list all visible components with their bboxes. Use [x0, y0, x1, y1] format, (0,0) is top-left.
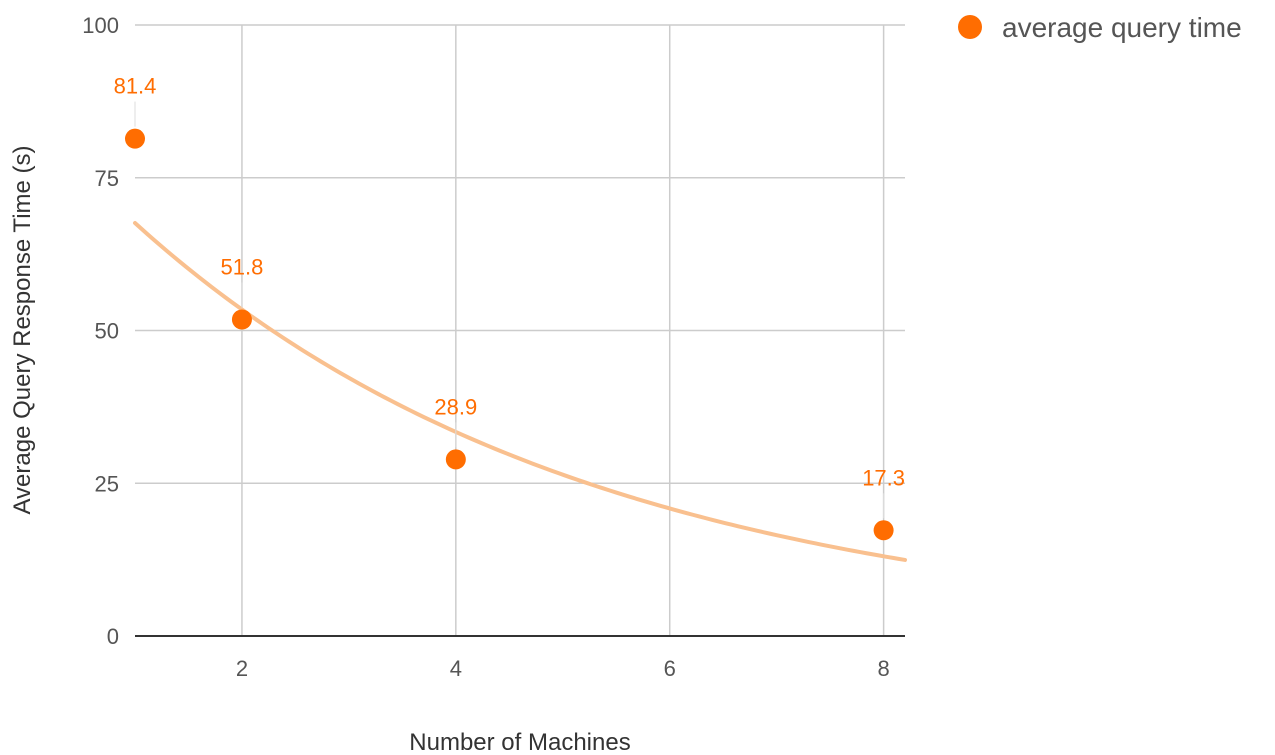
- data-label: 17.3: [862, 465, 905, 490]
- x-tick-label: 6: [664, 656, 676, 681]
- data-point: [125, 128, 145, 149]
- series-points: [125, 128, 894, 541]
- y-axis-title: Average Query Response Time (s): [9, 145, 36, 514]
- data-point: [445, 449, 466, 470]
- legend-label: average query time: [1002, 12, 1242, 43]
- data-labels: 81.4 51.8 28.9 17.3: [114, 74, 905, 519]
- data-label: 81.4: [114, 74, 157, 99]
- x-tick-label: 8: [877, 656, 889, 681]
- y-tick-label: 100: [82, 13, 119, 38]
- data-point: [873, 520, 894, 541]
- y-tick-label: 25: [95, 471, 119, 496]
- data-point: [231, 309, 252, 330]
- legend-marker: [958, 15, 982, 39]
- y-tick-label: 0: [107, 624, 119, 649]
- trendline: [133, 221, 907, 562]
- data-label: 51.8: [221, 255, 264, 280]
- x-axis-title: Number of Machines: [409, 729, 630, 755]
- y-tick-label: 50: [95, 319, 119, 344]
- x-tick-label: 4: [450, 656, 462, 681]
- legend: average query time: [958, 12, 1242, 43]
- x-tick-label: 2: [236, 656, 248, 681]
- y-tick-label: 75: [95, 166, 119, 191]
- axes: 0 25 50 75 100 2 4 6 8: [82, 13, 905, 681]
- gridlines: [135, 24, 905, 636]
- data-label: 28.9: [434, 394, 477, 419]
- trendline-layer: [133, 221, 907, 562]
